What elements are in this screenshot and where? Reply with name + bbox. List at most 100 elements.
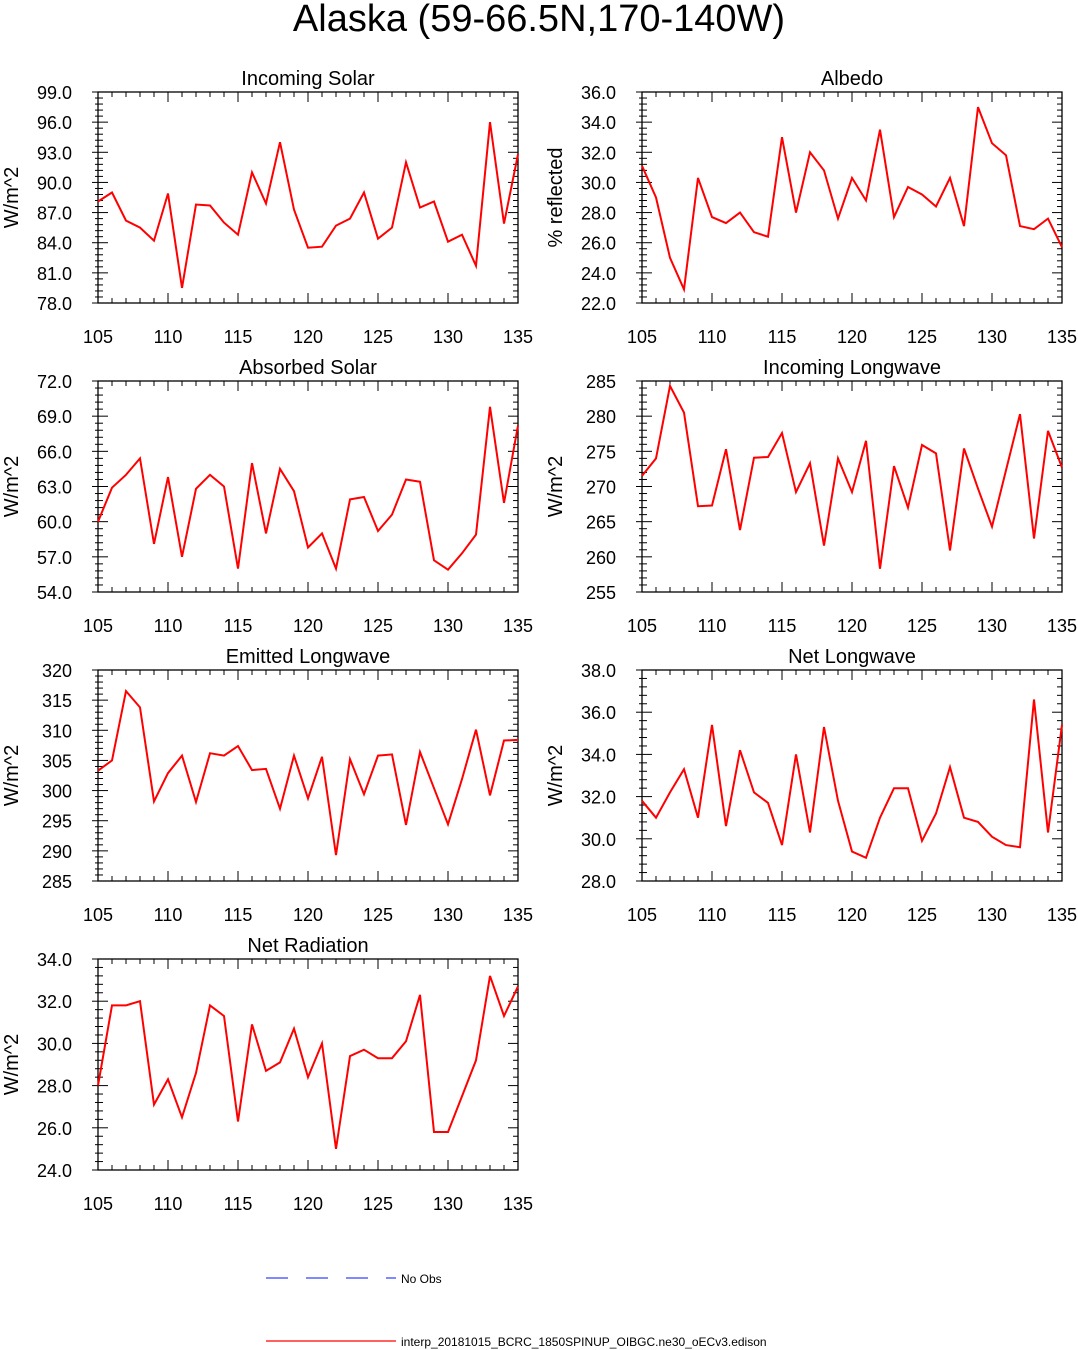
y-tick-label: 32.0: [581, 143, 616, 163]
x-tick-label: 105: [627, 327, 657, 347]
x-tick-label: 135: [503, 905, 533, 925]
panel-title: Net Radiation: [247, 935, 368, 957]
x-tick-label: 110: [698, 327, 727, 347]
y-axis-label: W/m^2: [545, 745, 567, 807]
y-tick-label: 285: [42, 872, 72, 892]
plot-frame: [641, 380, 1063, 593]
y-tick-label: 265: [586, 513, 616, 533]
x-tick-label: 135: [1047, 327, 1077, 347]
figure-title: Alaska (59-66.5N,170-140W): [292, 0, 786, 40]
y-tick-label: 34.0: [37, 950, 72, 970]
y-tick-label: 30.0: [37, 1034, 72, 1054]
x-tick-label: 125: [363, 905, 393, 925]
y-tick-label: 34.0: [581, 113, 616, 133]
x-tick-label: 135: [503, 616, 533, 636]
y-tick-label: 255: [586, 583, 616, 603]
y-tick-label: 66.0: [37, 442, 72, 462]
x-tick-label: 120: [293, 616, 323, 636]
y-tick-label: 28.0: [581, 872, 616, 892]
x-tick-label: 120: [293, 1194, 323, 1214]
series-line: [641, 106, 1063, 294]
x-tick-label: 125: [907, 905, 937, 925]
plot-frame: [97, 669, 519, 882]
x-tick-label: 135: [1047, 616, 1077, 636]
y-tick-label: 26.0: [581, 234, 616, 254]
x-tick-label: 105: [83, 905, 113, 925]
x-tick-label: 125: [907, 616, 937, 636]
y-tick-label: 96.0: [37, 113, 72, 133]
x-tick-label: 105: [83, 327, 113, 347]
y-tick-label: 63.0: [37, 478, 72, 498]
y-tick-label: 36.0: [581, 703, 616, 723]
x-tick-label: 115: [224, 616, 253, 636]
x-tick-label: 125: [363, 327, 393, 347]
y-tick-label: 290: [42, 842, 72, 862]
panel-title: Albedo: [821, 68, 883, 90]
x-tick-label: 135: [1047, 905, 1077, 925]
y-tick-label: 30.0: [581, 830, 616, 850]
x-tick-label: 120: [837, 616, 867, 636]
x-tick-label: 110: [154, 616, 183, 636]
x-tick-label: 105: [627, 616, 657, 636]
y-tick-label: 99.0: [37, 83, 72, 103]
y-tick-label: 36.0: [581, 83, 616, 103]
y-axis-label: % reflected: [545, 147, 567, 247]
y-tick-label: 295: [42, 812, 72, 832]
y-tick-label: 90.0: [37, 173, 72, 193]
y-tick-label: 81.0: [37, 264, 72, 284]
panel-absorbed-solar: Absorbed Solar W/m^2 105 110 115 120 125 130 135…: [1, 357, 533, 636]
y-tick-label: 32.0: [37, 992, 72, 1012]
panel-incoming-longwave: Incoming Longwave W/m^2 105 110 115 120 125 130…: [545, 357, 1077, 636]
y-tick-label: 320: [42, 661, 72, 681]
y-tick-label: 275: [586, 442, 616, 462]
y-axis-label: W/m^2: [1, 456, 23, 518]
x-tick-label: 110: [154, 327, 183, 347]
y-tick-label: 315: [42, 691, 72, 711]
x-tick-label: 110: [154, 905, 183, 925]
x-tick-label: 125: [363, 1194, 393, 1214]
y-tick-label: 54.0: [37, 583, 72, 603]
panel-title: Incoming Solar: [241, 68, 375, 90]
y-tick-label: 310: [42, 721, 72, 741]
x-tick-label: 110: [154, 1194, 183, 1214]
y-tick-label: 26.0: [37, 1119, 72, 1139]
panel-incoming-solar: Incoming Solar W/m^2 105 110 115 120 125 130 135…: [1, 68, 533, 347]
x-tick-label: 115: [224, 1194, 253, 1214]
panel-title: Incoming Longwave: [763, 357, 941, 379]
x-tick-label: 115: [768, 905, 797, 925]
x-tick-label: 110: [698, 616, 727, 636]
x-tick-label: 105: [627, 905, 657, 925]
series-line: [97, 406, 519, 573]
y-tick-label: 28.0: [37, 1077, 72, 1097]
x-tick-label: 115: [224, 327, 253, 347]
x-tick-label: 135: [503, 327, 533, 347]
panel-net-radiation: Net Radiation W/m^2 105 110 115 120 125 130 135 2…: [1, 935, 533, 1214]
y-tick-label: 280: [586, 407, 616, 427]
x-tick-label: 120: [293, 327, 323, 347]
series-line: [641, 382, 1063, 569]
x-tick-label: 120: [293, 905, 323, 925]
x-tick-label: 125: [363, 616, 393, 636]
panel-net-longwave: Net Longwave W/m^2 105 110 115 120 125 130 135 28…: [545, 646, 1077, 925]
x-tick-label: 125: [907, 327, 937, 347]
panel-title: Net Longwave: [788, 646, 916, 668]
y-axis-label: W/m^2: [1, 1034, 23, 1096]
x-tick-label: 135: [503, 1194, 533, 1214]
y-tick-label: 60.0: [37, 513, 72, 533]
y-tick-label: 285: [586, 372, 616, 392]
series-line: [97, 121, 519, 289]
x-tick-label: 130: [433, 905, 463, 925]
y-tick-label: 34.0: [581, 745, 616, 765]
x-tick-label: 110: [698, 905, 727, 925]
y-tick-label: 270: [586, 478, 616, 498]
x-tick-label: 130: [433, 327, 463, 347]
y-tick-label: 78.0: [37, 294, 72, 314]
y-tick-label: 32.0: [581, 788, 616, 808]
y-tick-label: 24.0: [581, 264, 616, 284]
y-tick-label: 84.0: [37, 234, 72, 254]
y-tick-label: 69.0: [37, 407, 72, 427]
y-tick-label: 300: [42, 782, 72, 802]
y-tick-label: 72.0: [37, 372, 72, 392]
series-line: [97, 688, 519, 856]
